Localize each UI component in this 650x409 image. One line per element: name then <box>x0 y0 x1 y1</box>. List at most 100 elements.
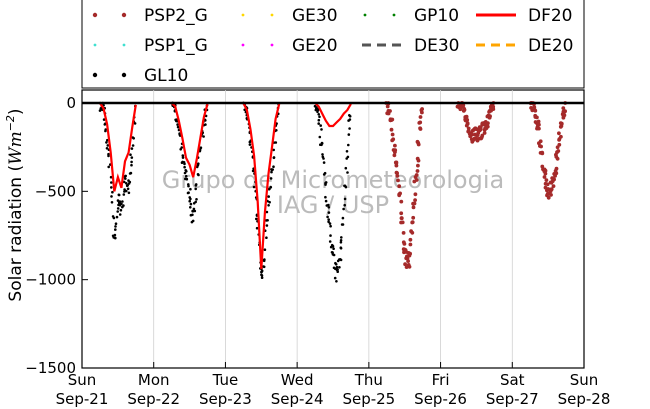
gl10-point <box>195 198 198 201</box>
legend-label: GE20 <box>292 36 338 56</box>
psp2_g-point <box>410 220 415 225</box>
gl10-point <box>130 147 134 150</box>
psp2_g-point <box>401 231 406 235</box>
gl10-point <box>189 206 192 209</box>
gl10-point <box>105 141 108 144</box>
psp2_g-point <box>540 150 545 155</box>
legend-entry: PSP2_G <box>92 6 208 26</box>
legend-label: PSP1_G <box>144 36 208 56</box>
gl10-point <box>274 141 278 144</box>
psp2_g-point <box>414 173 419 177</box>
legend-swatch-dot <box>241 43 245 47</box>
psp2_g-point <box>462 107 467 112</box>
psp2_g-point <box>543 168 548 173</box>
gl10-point <box>269 185 273 189</box>
legend-swatch-dot <box>92 12 98 18</box>
gl10-point <box>106 144 110 147</box>
gl10-point <box>124 177 127 180</box>
gl10-point <box>260 269 264 273</box>
gl10-point <box>265 210 269 214</box>
gl10-point <box>114 225 117 228</box>
gl10-point <box>267 204 270 207</box>
psp2_g-point <box>400 220 405 225</box>
psp2_g-point <box>549 187 554 192</box>
legend-swatch-dot <box>270 13 274 17</box>
psp2_g-point <box>561 106 566 110</box>
legend-swatch-dot <box>241 13 245 17</box>
gl10-point <box>327 206 331 209</box>
psp2_g-point <box>385 104 390 109</box>
gl10-point <box>260 274 264 277</box>
x-tick-label-date: Sep-23 <box>199 390 252 408</box>
gl10-point <box>339 239 343 242</box>
gl10-point <box>185 177 189 181</box>
x-tick-label-date: Sep-21 <box>56 390 109 408</box>
gl10-point <box>181 154 185 157</box>
gl10-point <box>275 129 278 132</box>
gl10-point <box>111 190 114 194</box>
gl10-point <box>317 122 321 125</box>
psp2_g-point <box>408 242 413 247</box>
x-tick-label-weekday: Mon <box>138 371 170 389</box>
psp2_g-point <box>390 132 395 137</box>
gl10-point <box>122 193 126 196</box>
y-tick-label: 0 <box>66 94 76 112</box>
gl10-point <box>129 171 133 175</box>
gl10-point <box>116 210 119 213</box>
psp2_g-point <box>399 211 404 216</box>
gl10-point <box>193 209 197 213</box>
gl10-point <box>346 155 350 159</box>
gl10-point <box>130 160 133 164</box>
psp2_g-point <box>408 237 413 242</box>
gl10-point <box>327 203 330 207</box>
gl10-point <box>131 144 135 147</box>
gl10-point <box>263 258 266 261</box>
gl10-point <box>126 187 130 191</box>
gl10-point <box>191 213 194 217</box>
gl10-point <box>181 156 185 159</box>
gl10-point <box>323 171 327 175</box>
gl10-point <box>336 270 340 274</box>
gl10-point <box>183 165 186 169</box>
gl10-point <box>260 276 264 280</box>
psp2_g-point <box>408 251 412 256</box>
psp2_g-point <box>418 127 423 131</box>
gl10-point <box>179 148 182 151</box>
gl10-point <box>102 118 106 121</box>
legend-entry: GL10 <box>92 66 188 86</box>
gl10-point <box>328 222 332 225</box>
gl10-point <box>194 183 198 186</box>
psp2_g-point <box>559 124 564 128</box>
psp2_g-point <box>545 182 550 187</box>
gl10-point <box>183 162 186 166</box>
gl10-point <box>329 234 332 237</box>
psp2_g-point <box>535 115 539 120</box>
psp2_g-point <box>557 142 562 147</box>
gl10-point <box>188 199 191 203</box>
psp2_g-point <box>488 114 492 118</box>
y-axis-label-main: Solar radiation ( <box>6 165 26 302</box>
psp2_g-point <box>557 131 561 136</box>
x-tick-label-date: Sep-24 <box>271 390 324 408</box>
gl10-point <box>333 276 337 280</box>
gl10-point <box>110 201 114 204</box>
gl10-point <box>194 187 197 191</box>
gl10-point <box>120 202 123 206</box>
gl10-point <box>117 193 121 197</box>
gl10-point <box>346 171 349 174</box>
gl10-point <box>270 168 274 172</box>
gl10-point <box>340 236 343 239</box>
psp2_g-point <box>399 216 404 221</box>
psp2_g-point <box>538 144 542 148</box>
gl10-point <box>125 182 128 185</box>
psp2_g-point <box>536 123 540 127</box>
psp2_g-point <box>402 242 407 246</box>
gl10-point <box>113 233 117 237</box>
df20-line <box>170 102 209 178</box>
gl10-point <box>114 222 118 225</box>
gl10-point <box>255 226 259 230</box>
gl10-point <box>348 115 352 118</box>
gl10-point <box>265 224 269 227</box>
psp2_g-point <box>465 118 470 122</box>
gl10-point <box>265 236 268 239</box>
